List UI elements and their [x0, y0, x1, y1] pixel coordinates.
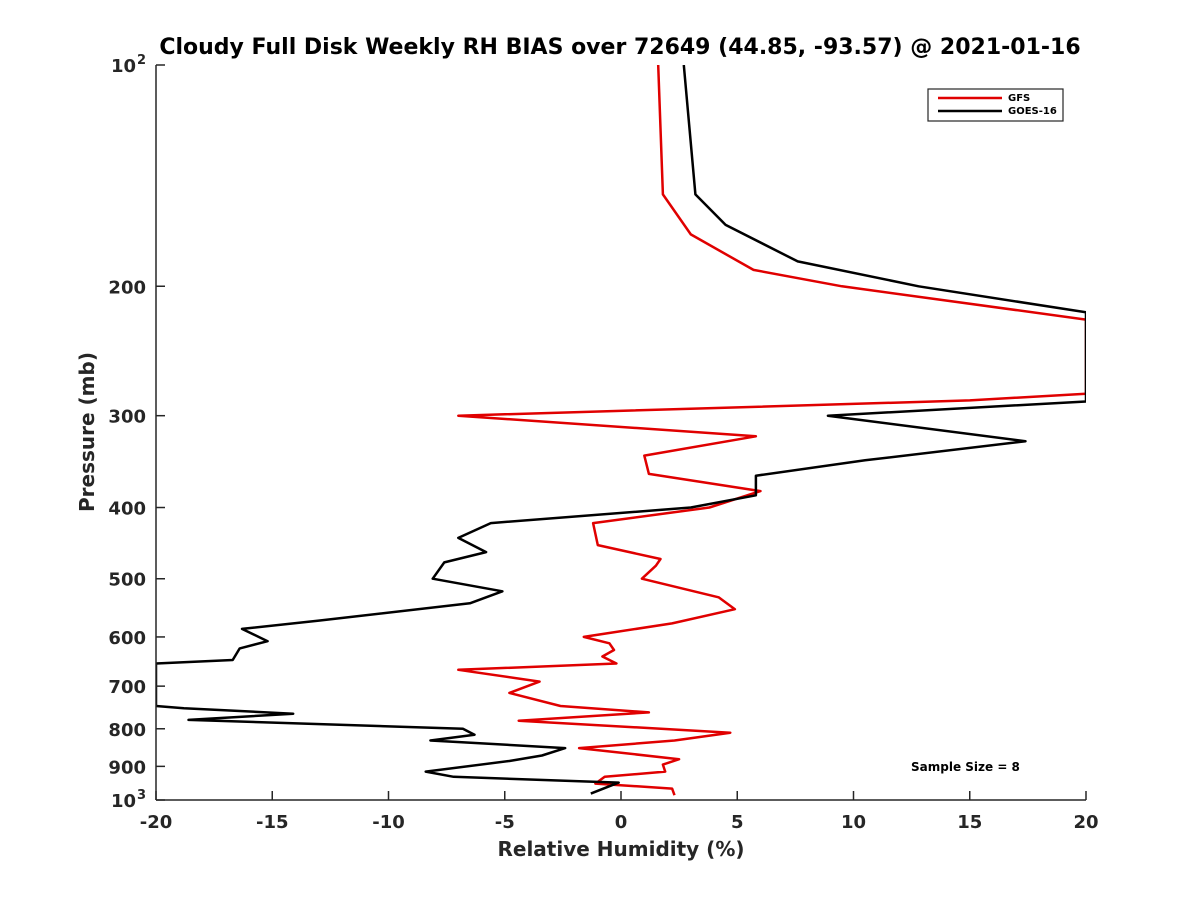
x-tick-label: 10 [841, 812, 866, 833]
sample-size-annotation: Sample Size = 8 [911, 760, 1020, 774]
x-axis-label: Relative Humidity (%) [497, 837, 744, 861]
x-tick-label: 5 [731, 812, 744, 833]
y-tick-label: 400 [108, 499, 146, 520]
y-tick-label: 10 [111, 56, 136, 77]
x-tick-label: 20 [1073, 812, 1098, 833]
x-tick-label: -20 [140, 812, 173, 833]
x-tick-label: -15 [256, 812, 289, 833]
y-tick-label: 600 [108, 628, 146, 649]
series-line-goes16 [156, 65, 1086, 795]
legend-label-gfs: GFS [1008, 93, 1030, 104]
y-tick-exponent: 3 [137, 788, 146, 803]
legend: GFS GOES-16 [927, 88, 1064, 122]
y-tick-exponent: 2 [137, 53, 146, 68]
x-axis-ticks: -20 -15 -10 -5 0 5 10 15 20 [140, 791, 1099, 833]
y-tick-label: 300 [108, 407, 146, 428]
y-tick-label: 700 [108, 677, 146, 698]
chart-title: Cloudy Full Disk Weekly RH BIAS over 726… [159, 35, 1080, 60]
x-tick-label: -10 [372, 812, 405, 833]
y-tick-label: 10 [111, 791, 136, 812]
y-axis-label: Pressure (mb) [75, 352, 99, 512]
y-tick-label: 900 [108, 757, 146, 778]
series-line-gfs [457, 65, 1086, 796]
x-tick-label: 15 [957, 812, 982, 833]
y-tick-label: 200 [108, 277, 146, 298]
y-tick-label: 800 [108, 720, 146, 741]
series-layer [156, 65, 1086, 796]
y-tick-label: 500 [108, 570, 146, 591]
legend-box [927, 88, 1064, 122]
x-tick-label: -5 [495, 812, 515, 833]
x-tick-label: 0 [615, 812, 628, 833]
legend-label-goes16: GOES-16 [1008, 106, 1057, 117]
